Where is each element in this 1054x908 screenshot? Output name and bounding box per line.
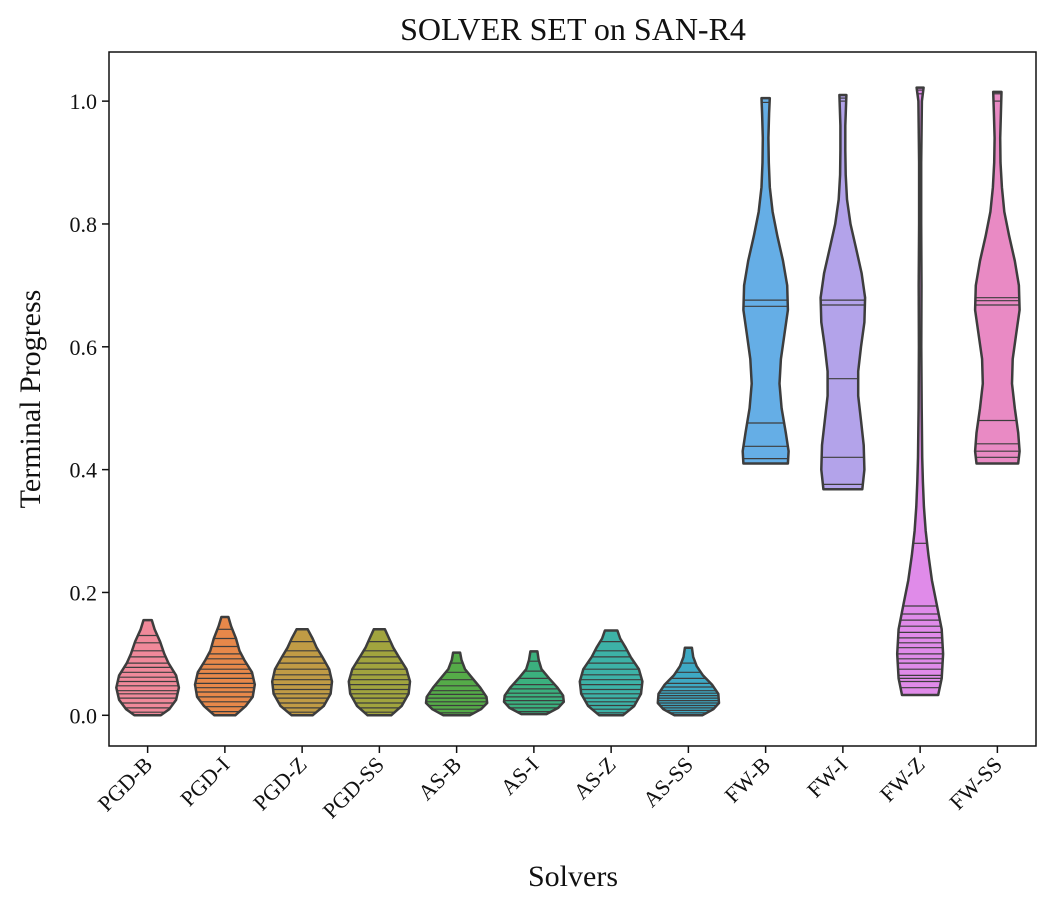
y-tick-label: 0.4 — [70, 458, 98, 483]
violin-body — [578, 629, 644, 717]
violin-body — [819, 93, 867, 491]
y-tick-label: 0.6 — [70, 335, 98, 360]
violin-as-ss — [656, 646, 721, 717]
x-axis-label: Solvers — [528, 860, 618, 893]
x-tick-label: FW-SS — [944, 752, 1007, 815]
x-tick-label: AS-Z — [568, 752, 620, 804]
x-tick-label: AS-SS — [638, 752, 698, 812]
violin-body — [424, 651, 489, 717]
violin-as-i — [502, 650, 566, 716]
chart-title: SOLVER SET on SAN-R4 — [400, 11, 746, 47]
x-tick-label: PGD-I — [175, 752, 234, 811]
violin-as-b — [424, 651, 489, 717]
violin-pgd-i — [193, 615, 257, 717]
y-axis-label: Terminal Progress — [14, 290, 47, 509]
violin-pgd-ss — [347, 628, 412, 717]
x-tick-label: FW-I — [802, 752, 853, 803]
x-tick-label: PGD-SS — [318, 752, 389, 823]
y-tick-label: 0.0 — [70, 703, 98, 728]
violins-layer — [115, 86, 1021, 717]
plot-frame — [108, 51, 1037, 747]
violin-body — [741, 96, 790, 465]
x-tick-label: PGD-B — [93, 752, 157, 816]
x-tick-label: FW-B — [719, 752, 775, 808]
violin-pgd-z — [270, 628, 334, 717]
violin-pgd-b — [115, 618, 181, 717]
violin-body — [270, 628, 334, 717]
violin-as-z — [578, 629, 644, 717]
violin-fw-z — [895, 86, 945, 697]
violin-fw-ss — [973, 90, 1021, 465]
x-tick-label: AS-B — [413, 752, 466, 805]
x-axis: PGD-B PGD-I PGD-Z PGD-SS AS-B AS-I AS-Z AS-SS FW… — [93, 746, 1007, 823]
violin-fw-i — [819, 93, 867, 491]
violin-fw-b — [741, 96, 790, 465]
violin-body — [973, 90, 1021, 465]
y-tick-label: 0.8 — [70, 212, 98, 237]
x-tick-label: PGD-Z — [248, 752, 311, 815]
violin-body — [347, 628, 412, 717]
x-tick-label: FW-Z — [875, 752, 930, 807]
violin-body — [502, 650, 566, 716]
violin-body — [193, 615, 257, 717]
y-tick-label: 0.2 — [70, 580, 98, 605]
y-tick-label: 1.0 — [70, 89, 98, 114]
x-tick-label: AS-I — [496, 752, 544, 800]
violin-body — [895, 86, 945, 697]
y-axis: 0.0 0.2 0.4 0.6 0.8 1.0 — [70, 89, 109, 728]
